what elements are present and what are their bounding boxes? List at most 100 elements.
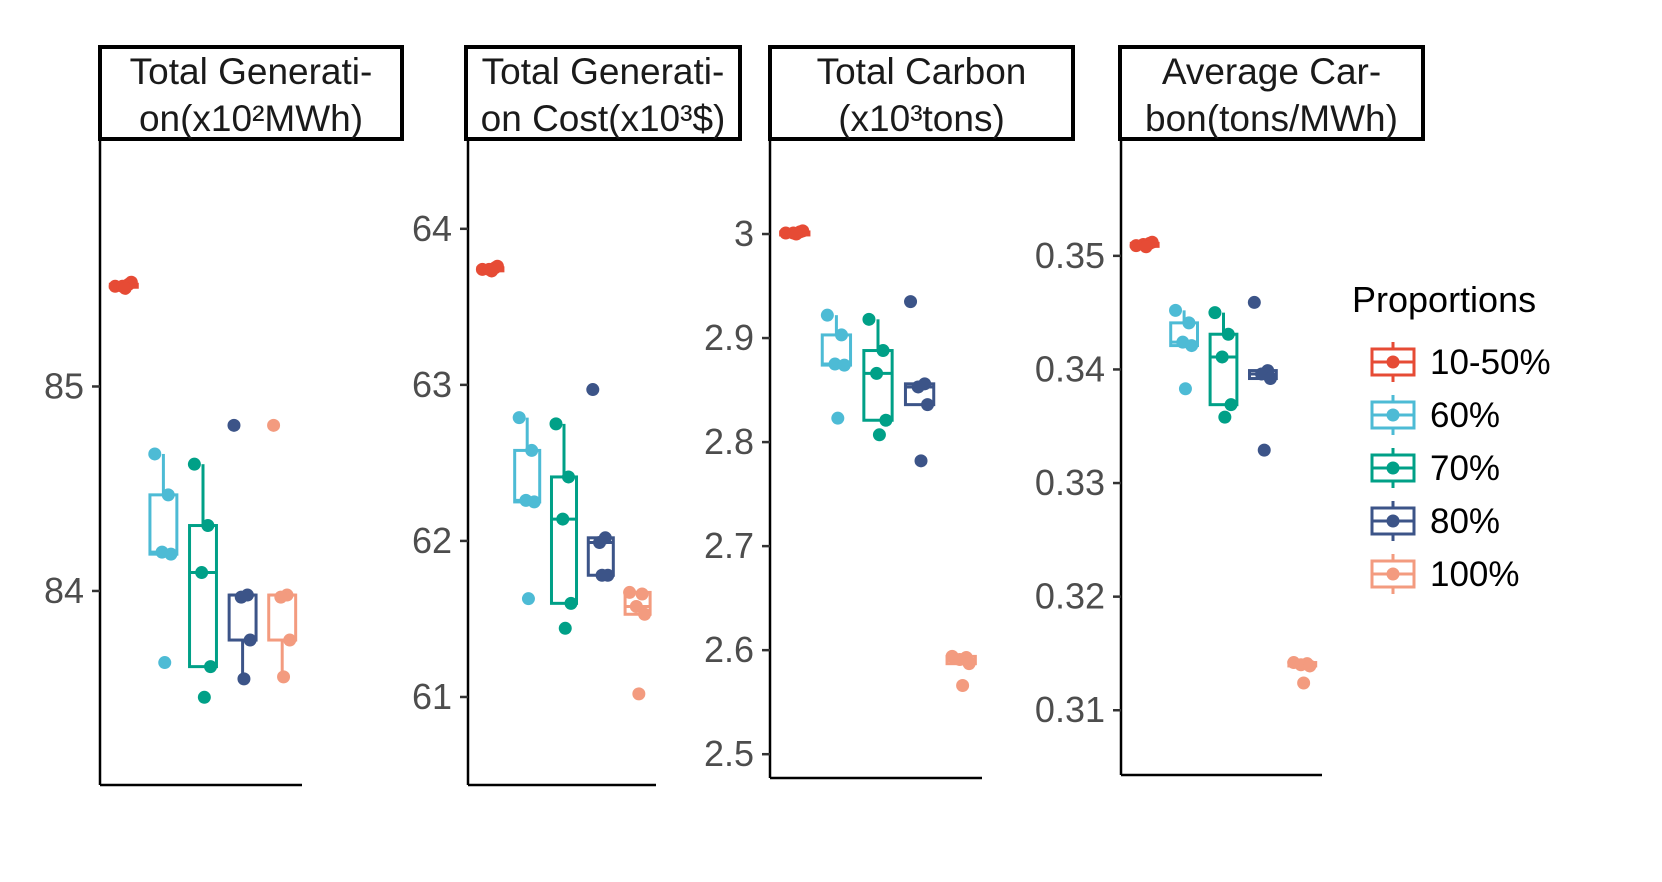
data-point — [556, 512, 570, 526]
panel-title-line: on(x10²MWh) — [139, 98, 363, 139]
legend-label: 80% — [1430, 502, 1500, 541]
y-tick-label: 2.7 — [704, 525, 754, 566]
panel-title-line: Total Carbon — [817, 51, 1027, 92]
legend-item: 10-50% — [1370, 342, 1551, 382]
data-point — [521, 592, 535, 606]
legend-label: 60% — [1430, 396, 1500, 435]
box-100% — [945, 649, 977, 693]
data-point — [872, 428, 886, 442]
legend: Proportions 10-50% 60% 70% 80% 100% — [1352, 279, 1551, 594]
data-point — [638, 607, 652, 621]
y-tick-label: 64 — [412, 208, 452, 249]
box-100% — [267, 418, 298, 684]
data-point — [921, 398, 935, 412]
data-point — [595, 568, 609, 582]
y-tick-label: 2.6 — [704, 629, 754, 670]
data-point — [148, 447, 162, 461]
data-point — [1303, 659, 1317, 673]
data-point — [158, 656, 172, 670]
data-point — [593, 535, 607, 549]
data-point — [879, 413, 893, 427]
data-point — [629, 599, 643, 613]
data-point — [1221, 327, 1235, 341]
box-80% — [586, 383, 615, 582]
box-10-50% — [475, 259, 505, 278]
data-point — [562, 470, 576, 484]
box-70% — [187, 457, 218, 704]
data-point — [512, 411, 526, 425]
box-10-50% — [779, 224, 811, 241]
legend-item: 60% — [1370, 395, 1500, 435]
y-tick-label: 62 — [412, 520, 452, 561]
data-point — [1185, 339, 1199, 353]
data-point — [586, 383, 600, 397]
data-point — [1178, 382, 1192, 396]
panel-title-box — [464, 45, 742, 141]
y-tick-label: 2.5 — [704, 733, 754, 774]
data-point — [234, 590, 248, 604]
panel-3: 2.5 2.6 2.7 2.8 2.9 3 Total Carbon (x10³tons) — [704, 45, 1075, 780]
data-point — [962, 657, 976, 671]
data-point — [164, 547, 178, 561]
data-point — [956, 679, 970, 693]
legend-item: 80% — [1370, 501, 1500, 541]
data-point — [831, 411, 845, 425]
data-point — [1169, 303, 1183, 317]
legend-key-point — [1386, 567, 1400, 581]
box-70% — [862, 312, 894, 442]
data-point — [837, 358, 851, 372]
data-point — [632, 687, 646, 701]
legend-label: 70% — [1430, 449, 1500, 488]
data-point — [914, 454, 928, 468]
legend-key-point — [1386, 514, 1400, 528]
data-point — [187, 457, 201, 471]
y-tick-label: 0.31 — [1035, 689, 1105, 730]
legend-label: 10-50% — [1430, 343, 1551, 382]
box-100% — [623, 585, 652, 701]
data-point — [527, 495, 541, 509]
data-point — [1139, 240, 1153, 254]
box-60% — [820, 308, 853, 425]
y-tick-label: 63 — [412, 364, 452, 405]
box-70% — [549, 417, 579, 635]
box-body — [148, 493, 179, 556]
data-point — [267, 418, 281, 432]
data-point — [911, 380, 925, 394]
box-body — [549, 475, 579, 605]
box-10-50% — [108, 275, 139, 295]
panel-title-box — [768, 45, 1075, 141]
data-point — [197, 690, 211, 704]
data-point — [876, 344, 890, 358]
data-point — [485, 264, 499, 278]
panel-title-box — [98, 45, 404, 141]
data-point — [1297, 676, 1311, 690]
panel-title-line: Average Car- — [1162, 51, 1381, 92]
data-point — [161, 488, 175, 502]
box-60% — [1169, 303, 1199, 396]
data-point — [549, 417, 563, 431]
legend-title: Proportions — [1352, 279, 1536, 320]
box-80% — [227, 418, 258, 686]
y-tick-label: 2.9 — [704, 317, 754, 358]
legend-item: 100% — [1370, 554, 1520, 594]
legend-key-point — [1386, 355, 1400, 369]
data-point — [237, 672, 251, 686]
data-point — [118, 281, 132, 295]
panel-title-line: Total Generati- — [130, 51, 373, 92]
y-tick-label: 2.8 — [704, 421, 754, 462]
data-point — [558, 621, 572, 635]
data-point — [227, 418, 241, 432]
data-point — [1257, 443, 1271, 457]
data-point — [1218, 410, 1232, 424]
y-tick-label: 0.35 — [1035, 235, 1105, 276]
box-80% — [1247, 295, 1278, 457]
box-body — [188, 524, 218, 669]
data-point — [195, 566, 209, 580]
data-point — [820, 308, 834, 322]
box-70% — [1208, 306, 1239, 424]
y-tick-label: 61 — [412, 676, 452, 717]
y-tick-label: 0.33 — [1035, 462, 1105, 503]
data-point — [870, 366, 884, 380]
